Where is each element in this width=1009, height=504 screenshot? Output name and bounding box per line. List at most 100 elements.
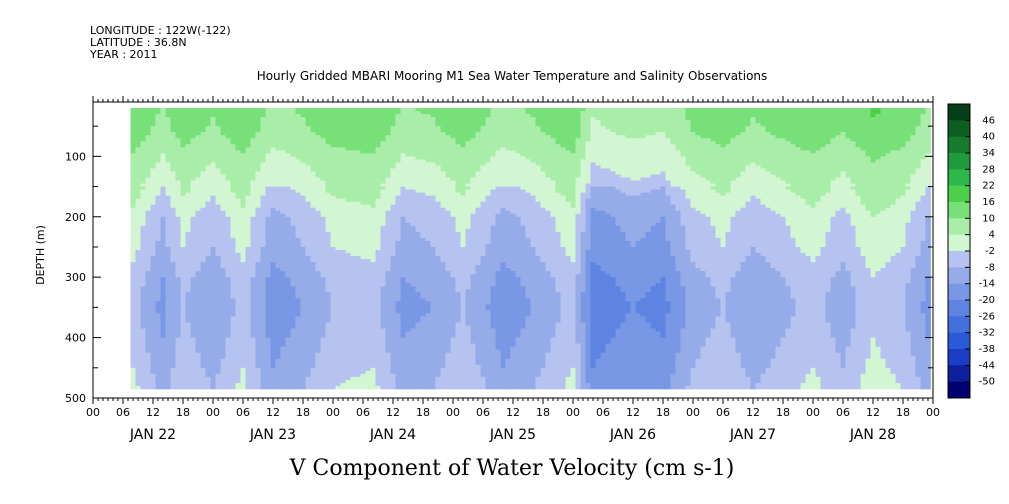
heatmap-cell bbox=[335, 129, 341, 133]
heatmap-cell bbox=[290, 367, 296, 372]
heatmap-cell bbox=[135, 108, 141, 112]
heatmap-cell bbox=[280, 289, 286, 293]
heatmap-cell bbox=[265, 340, 271, 345]
heatmap-cell bbox=[180, 204, 186, 209]
heatmap-cell bbox=[390, 370, 396, 375]
heatmap-cell bbox=[135, 340, 141, 345]
heatmap-cell bbox=[330, 346, 336, 351]
heatmap-cell bbox=[310, 126, 316, 130]
heatmap-cell bbox=[275, 171, 281, 175]
heatmap-cell bbox=[355, 382, 361, 387]
heatmap-cell bbox=[325, 292, 331, 296]
heatmap-cell bbox=[395, 126, 401, 130]
heatmap-cell bbox=[365, 274, 371, 278]
heatmap-cell bbox=[240, 373, 246, 378]
heatmap-cell bbox=[380, 346, 386, 351]
heatmap-cell bbox=[295, 138, 301, 142]
heatmap-cell bbox=[220, 286, 226, 290]
heatmap-cell bbox=[345, 123, 351, 127]
heatmap-cell bbox=[170, 108, 176, 112]
heatmap-cell bbox=[320, 171, 326, 175]
heatmap-cell bbox=[220, 382, 226, 387]
heatmap-cell bbox=[380, 256, 386, 260]
heatmap-cell bbox=[260, 246, 266, 251]
heatmap-cell bbox=[265, 123, 271, 127]
heatmap-cell bbox=[350, 376, 356, 381]
heatmap-cell bbox=[245, 207, 251, 212]
heatmap-cell bbox=[130, 373, 136, 378]
heatmap-cell bbox=[265, 165, 271, 169]
heatmap-cell bbox=[235, 198, 241, 203]
heatmap-cell bbox=[390, 159, 396, 163]
heatmap-cell bbox=[190, 231, 196, 236]
heatmap-cell bbox=[240, 165, 246, 169]
heatmap-cell bbox=[195, 114, 201, 118]
heatmap-cell bbox=[315, 156, 321, 160]
heatmap-cell bbox=[145, 117, 151, 121]
heatmap-cell bbox=[260, 213, 266, 218]
heatmap-cell bbox=[290, 331, 296, 335]
heatmap-cell bbox=[330, 192, 336, 197]
heatmap-cell bbox=[360, 304, 366, 308]
heatmap-cell bbox=[225, 313, 231, 317]
heatmap-cell bbox=[255, 126, 261, 130]
heatmap-cell bbox=[135, 147, 141, 151]
heatmap-cell bbox=[185, 322, 191, 326]
heatmap-cell bbox=[140, 123, 146, 127]
heatmap-cell bbox=[220, 355, 226, 360]
heatmap-cell bbox=[375, 162, 381, 166]
heatmap-cell bbox=[265, 111, 271, 115]
heatmap-cell bbox=[310, 298, 316, 302]
heatmap-cell bbox=[145, 313, 151, 317]
heatmap-cell bbox=[330, 153, 336, 157]
heatmap-cell bbox=[200, 253, 206, 257]
heatmap-cell bbox=[365, 183, 371, 187]
heatmap-cell bbox=[320, 213, 326, 218]
heatmap-cell bbox=[375, 367, 381, 372]
heatmap-cell bbox=[255, 168, 261, 172]
heatmap-cell bbox=[215, 256, 221, 260]
heatmap-cell bbox=[360, 177, 366, 181]
heatmap-cell bbox=[180, 159, 186, 163]
heatmap-cell bbox=[200, 364, 206, 369]
heatmap-cell bbox=[210, 138, 216, 142]
heatmap-cell bbox=[220, 189, 226, 194]
heatmap-cell bbox=[180, 250, 186, 254]
heatmap-cell bbox=[165, 210, 171, 215]
heatmap-cell bbox=[230, 352, 236, 357]
heatmap-cell bbox=[350, 156, 356, 160]
heatmap-cell bbox=[230, 253, 236, 257]
heatmap-cell bbox=[395, 225, 401, 230]
heatmap-cell bbox=[160, 265, 166, 269]
heatmap-cell bbox=[185, 385, 191, 390]
heatmap-cell bbox=[310, 283, 316, 287]
heatmap-cell bbox=[350, 277, 356, 281]
heatmap-cell bbox=[295, 355, 301, 360]
heatmap-cell bbox=[250, 108, 256, 112]
heatmap-cell bbox=[250, 265, 256, 269]
heatmap-cell bbox=[200, 231, 206, 236]
heatmap-cell bbox=[355, 132, 361, 136]
heatmap-cell bbox=[300, 295, 306, 299]
heatmap-cell bbox=[230, 358, 236, 363]
heatmap-cell bbox=[360, 159, 366, 163]
heatmap-cell bbox=[155, 283, 161, 287]
heatmap-cell bbox=[265, 174, 271, 178]
heatmap-cell bbox=[245, 156, 251, 160]
heatmap-cell bbox=[165, 358, 171, 363]
heatmap-cell bbox=[135, 213, 141, 218]
heatmap-cell bbox=[200, 286, 206, 290]
heatmap-cell bbox=[270, 111, 276, 115]
heatmap-cell bbox=[145, 198, 151, 203]
heatmap-cell bbox=[135, 349, 141, 354]
heatmap-cell bbox=[170, 358, 176, 363]
heatmap-cell bbox=[325, 174, 331, 178]
heatmap-cell bbox=[330, 250, 336, 254]
heatmap-cell bbox=[395, 153, 401, 157]
heatmap-cell bbox=[155, 171, 161, 175]
heatmap-cell bbox=[280, 144, 286, 148]
heatmap-cell bbox=[370, 286, 376, 290]
heatmap-cell bbox=[350, 346, 356, 351]
heatmap-cell bbox=[200, 358, 206, 363]
heatmap-cell bbox=[190, 168, 196, 172]
